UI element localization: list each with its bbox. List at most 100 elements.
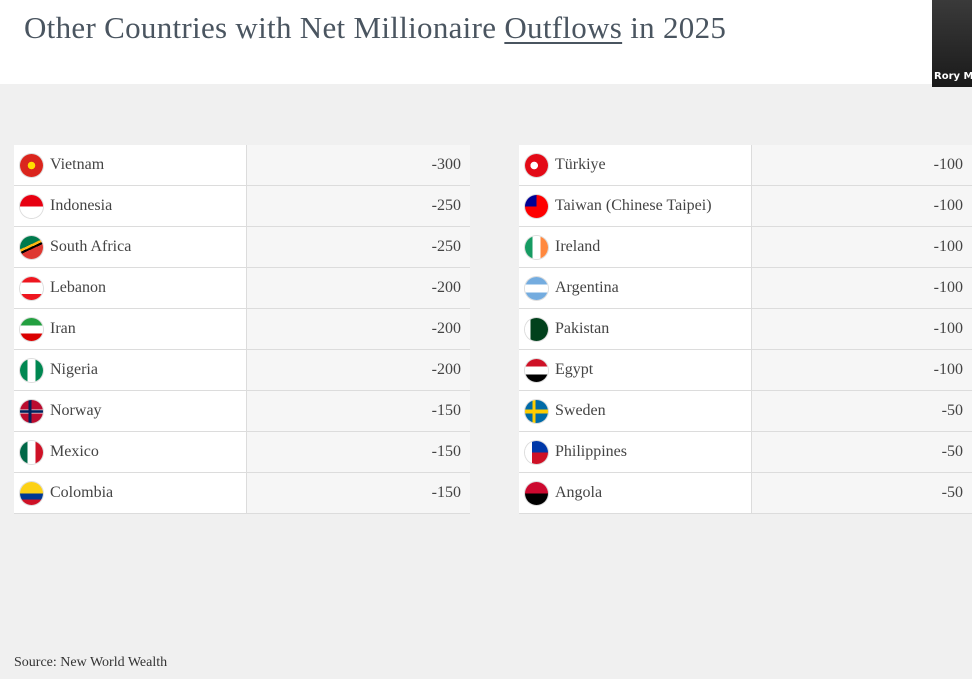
outflow-value: -250 — [247, 186, 470, 226]
flag-icon — [20, 399, 43, 423]
table-row: Argentina -100 — [519, 268, 972, 309]
table-row: Mexico -150 — [14, 432, 470, 473]
table-row: Angola -50 — [519, 473, 972, 514]
table-row: Ireland -100 — [519, 227, 972, 268]
table-row: Iran -200 — [14, 309, 470, 350]
flag-icon — [525, 194, 548, 218]
country-cell: Ireland — [519, 227, 752, 267]
header: Other Countries with Net Millionaire Out… — [0, 0, 972, 84]
flag-icon — [525, 358, 548, 382]
country-cell: Argentina — [519, 268, 752, 308]
country-name: Nigeria — [50, 361, 98, 378]
flag-icon — [20, 276, 43, 300]
outflow-value: -300 — [247, 145, 470, 185]
table-row: Colombia -150 — [14, 473, 470, 514]
outflow-value: -150 — [247, 391, 470, 431]
flag-icon — [525, 276, 548, 300]
country-name: Lebanon — [50, 279, 106, 296]
country-name: Iran — [50, 320, 76, 337]
table-row: Türkiye -100 — [519, 145, 972, 186]
table-row: Pakistan -100 — [519, 309, 972, 350]
outflow-value: -100 — [752, 227, 972, 267]
title: Other Countries with Net Millionaire Out… — [24, 10, 726, 46]
outflow-value: -150 — [247, 432, 470, 472]
country-cell: Pakistan — [519, 309, 752, 349]
flag-icon — [525, 399, 548, 423]
video-thumbnail: Rory Mc — [932, 0, 972, 87]
country-cell: Colombia — [14, 473, 247, 513]
country-cell: Philippines — [519, 432, 752, 472]
country-cell: South Africa — [14, 227, 247, 267]
country-name: Taiwan (Chinese Taipei) — [555, 197, 712, 214]
outflow-value: -50 — [752, 473, 972, 513]
outflow-value: -200 — [247, 350, 470, 390]
country-cell: Norway — [14, 391, 247, 431]
flag-icon — [20, 358, 43, 382]
flag-icon — [20, 440, 43, 464]
country-cell: Iran — [14, 309, 247, 349]
country-cell: Indonesia — [14, 186, 247, 226]
flag-icon — [20, 235, 43, 259]
table-row: Philippines -50 — [519, 432, 972, 473]
title-underlined: Outflows — [504, 10, 623, 45]
video-label: Rory Mc — [934, 71, 972, 82]
country-name: Philippines — [555, 443, 628, 460]
source: Source: New World Wealth — [14, 655, 168, 670]
flag-icon — [525, 235, 548, 259]
country-name: Pakistan — [555, 320, 610, 337]
table-row: Egypt -100 — [519, 350, 972, 391]
outflow-value: -100 — [752, 309, 972, 349]
flag-icon — [525, 153, 548, 177]
table-row: Vietnam -300 — [14, 145, 470, 186]
country-name: Mexico — [50, 443, 99, 460]
country-name: Egypt — [555, 361, 594, 378]
table-row: Lebanon -200 — [14, 268, 470, 309]
country-name: Norway — [50, 402, 102, 419]
country-name: Indonesia — [50, 197, 113, 214]
country-name: Vietnam — [50, 156, 105, 173]
country-name: South Africa — [50, 238, 132, 255]
table-row: Sweden -50 — [519, 391, 972, 432]
country-name: Angola — [555, 484, 603, 501]
table: Türkiye -100 Taiwan (Chinese Taipei) -100 Ir… — [519, 145, 972, 514]
country-cell: Sweden — [519, 391, 752, 431]
flag-icon — [20, 194, 43, 218]
country-cell: Lebanon — [14, 268, 247, 308]
flag-icon — [20, 317, 43, 341]
outflow-value: -250 — [247, 227, 470, 267]
country-cell: Mexico — [14, 432, 247, 472]
outflow-value: -50 — [752, 432, 972, 472]
outflow-value: -100 — [752, 186, 972, 226]
outflow-value: -150 — [247, 473, 470, 513]
country-name: Argentina — [555, 279, 619, 296]
title-text: Other Countries with Net Millionaire — [24, 10, 497, 45]
flag-icon — [525, 317, 548, 341]
country-cell: Nigeria — [14, 350, 247, 390]
outflow-value: -100 — [752, 268, 972, 308]
title-text: in 2025 — [630, 10, 727, 45]
country-name: Sweden — [555, 402, 606, 419]
country-name: Türkiye — [555, 156, 606, 173]
country-cell: Taiwan (Chinese Taipei) — [519, 186, 752, 226]
table-row: Taiwan (Chinese Taipei) -100 — [519, 186, 972, 227]
country-name: Colombia — [50, 484, 114, 501]
country-cell: Türkiye — [519, 145, 752, 185]
country-cell: Vietnam — [14, 145, 247, 185]
table-row: Nigeria -200 — [14, 350, 470, 391]
table: Vietnam -300 Indonesia -250 South Africa -250… — [14, 145, 470, 514]
outflow-value: -100 — [752, 350, 972, 390]
country-cell: Angola — [519, 473, 752, 513]
table-row: Indonesia -250 — [14, 186, 470, 227]
country-cell: Egypt — [519, 350, 752, 390]
outflow-value: -200 — [247, 309, 470, 349]
table-row: South Africa -250 — [14, 227, 470, 268]
outflow-value: -200 — [247, 268, 470, 308]
outflow-value: -50 — [752, 391, 972, 431]
country-name: Ireland — [555, 238, 601, 255]
outflow-value: -100 — [752, 145, 972, 185]
table-row: Norway -150 — [14, 391, 470, 432]
flag-icon — [20, 481, 43, 505]
flag-icon — [525, 481, 548, 505]
flag-icon — [525, 440, 548, 464]
